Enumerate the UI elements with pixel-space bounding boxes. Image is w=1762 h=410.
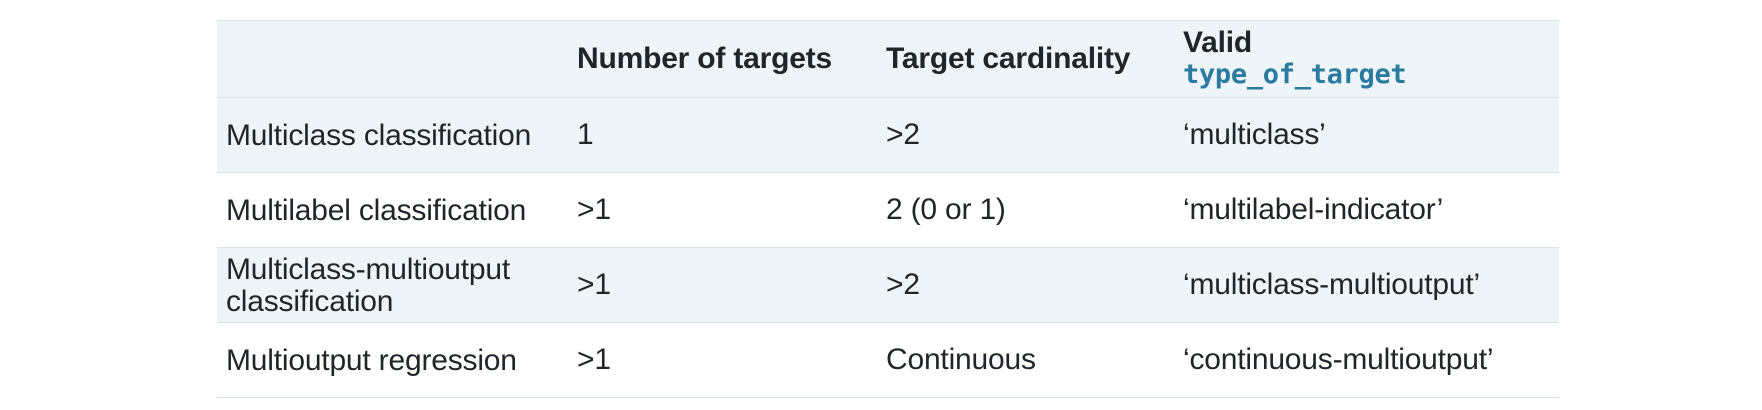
header-valid-label: Valid [1183, 26, 1253, 59]
header-number-of-targets: Number of targets [577, 42, 832, 75]
valid-type-cell: ‘continuous-multioutput’ [1183, 343, 1494, 376]
table-header-row: Number of targets Target cardinality Val… [217, 20, 1559, 98]
cardinality-cell: 2 (0 or 1) [886, 193, 1006, 226]
task-cell: Multilabel classification [226, 194, 527, 227]
task-cell: Multioutput regression [226, 344, 517, 377]
num-targets-cell: >1 [577, 193, 611, 226]
cardinality-cell: >2 [886, 118, 920, 151]
valid-type-cell: ‘multilabel-indicator’ [1183, 193, 1444, 226]
task-cell: Multiclass-multioutput classification [226, 253, 511, 318]
type-of-target-link[interactable]: type_of_target [1183, 59, 1407, 90]
num-targets-cell: 1 [577, 118, 594, 151]
target-types-table-container: Number of targets Target cardinality Val… [217, 20, 1559, 398]
valid-type-cell: ‘multiclass’ [1183, 118, 1326, 151]
header-task [217, 21, 568, 98]
cardinality-cell: >2 [886, 268, 920, 301]
header-valid-type-of-target: Valid type_of_target [1174, 21, 1559, 98]
table-row: Multiclass classification 1 >2 ‘multicla… [217, 97, 1559, 173]
task-cell: Multiclass classification [226, 119, 532, 152]
table-row: Multilabel classification >1 2 (0 or 1) … [217, 173, 1559, 248]
cardinality-cell: Continuous [886, 343, 1036, 376]
table-row: Multioutput regression >1 Continuous ‘co… [217, 323, 1559, 398]
table-row: Multiclass-multioutput classification >1… [217, 247, 1559, 323]
num-targets-cell: >1 [577, 268, 611, 301]
valid-type-cell: ‘multiclass-multioutput’ [1183, 268, 1480, 301]
num-targets-cell: >1 [577, 343, 611, 376]
target-types-table: Number of targets Target cardinality Val… [217, 20, 1559, 398]
header-target-cardinality: Target cardinality [886, 42, 1131, 75]
